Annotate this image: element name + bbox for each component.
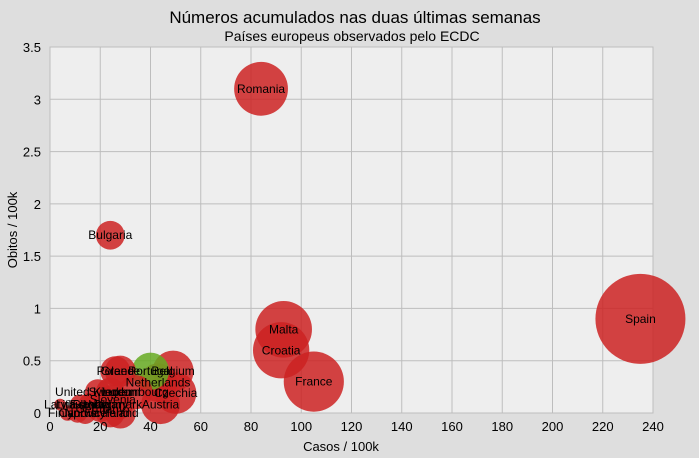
bubble-label: Iceland bbox=[91, 406, 130, 420]
y-tick-label: 2 bbox=[34, 197, 41, 212]
x-tick-label: 140 bbox=[391, 419, 413, 434]
x-tick-label: 40 bbox=[143, 419, 157, 434]
bubble-label: Ireland bbox=[102, 406, 139, 420]
bubble-label: Malta bbox=[269, 322, 299, 336]
bubble-point bbox=[95, 220, 125, 250]
x-tick-label: 80 bbox=[244, 419, 258, 434]
bubble-label: Lithuania bbox=[56, 398, 105, 412]
bubble-label: Hungary bbox=[83, 398, 128, 412]
y-axis-label: Obitos / 100k bbox=[5, 191, 20, 268]
x-tick-label: 180 bbox=[491, 419, 513, 434]
y-tick-label: 0 bbox=[34, 406, 41, 421]
x-tick-label: 120 bbox=[341, 419, 363, 434]
bubble-label: Finland bbox=[48, 406, 87, 420]
bubble-label-layer: Spain Romania Bulgaria Malta Croatia France Be… bbox=[44, 82, 656, 420]
y-tick-label: 3 bbox=[34, 92, 41, 107]
x-tick-label: 220 bbox=[592, 419, 614, 434]
axis-tick-labels: 0 20 40 60 80 100 120 140 160 180 200 220 240 0 0.5 1 1.… bbox=[23, 40, 664, 434]
bubble-label: Norway bbox=[65, 406, 106, 420]
bubble-label: Greece bbox=[101, 364, 141, 378]
bubble-label: Estonia bbox=[70, 398, 110, 412]
chart-subtitle: Países europeus observados pelo ECDC bbox=[224, 28, 479, 44]
bubble-label: Cyprus bbox=[59, 406, 97, 420]
y-tick-label: 1 bbox=[34, 301, 41, 316]
bubble-label: Slovenia bbox=[90, 392, 136, 406]
x-axis-label: Casos / 100k bbox=[303, 439, 379, 454]
bubble-label: Czechia bbox=[154, 386, 198, 400]
bubble-label: Bulgaria bbox=[88, 228, 132, 242]
bubble-label: France bbox=[295, 375, 333, 389]
bubble-label: Latvia bbox=[44, 398, 76, 412]
bubble-label: Germany bbox=[76, 402, 125, 416]
bubble-label: Portugal bbox=[128, 364, 173, 378]
bubble-label: Sweden bbox=[89, 385, 132, 399]
bubble-layer bbox=[54, 61, 686, 429]
y-tick-label: 2.5 bbox=[23, 145, 41, 160]
bubble-label: Croatia bbox=[262, 343, 301, 357]
bubble-point bbox=[595, 273, 686, 364]
x-tick-label: 240 bbox=[642, 419, 664, 434]
x-tick-label: 0 bbox=[46, 419, 53, 434]
x-tick-label: 20 bbox=[93, 419, 107, 434]
chart-title: Números acumulados nas duas últimas sema… bbox=[169, 8, 540, 27]
bubble-label: Slovakia bbox=[73, 398, 119, 412]
bubble-label: United Kingdom bbox=[55, 385, 140, 399]
bubble-label: Luxembourg bbox=[102, 385, 169, 399]
bubble-label: Spain bbox=[625, 312, 656, 326]
y-tick-label: 3.5 bbox=[23, 40, 41, 55]
y-tick-label: 1.5 bbox=[23, 249, 41, 264]
bubble-label: Denmark bbox=[93, 398, 143, 412]
bubble-label: Netherlands bbox=[126, 376, 191, 390]
bubble-label: Poland bbox=[97, 364, 134, 378]
x-tick-label: 60 bbox=[194, 419, 208, 434]
bubble-label: Belgium bbox=[151, 364, 194, 378]
x-tick-label: 160 bbox=[441, 419, 463, 434]
bubble-label: Romania bbox=[237, 82, 285, 96]
y-tick-label: 0.5 bbox=[23, 354, 41, 369]
bubble-point bbox=[54, 398, 66, 411]
x-tick-label: 100 bbox=[290, 419, 312, 434]
bubble-point bbox=[252, 322, 310, 379]
bubble-label: Austria bbox=[142, 398, 180, 412]
x-tick-label: 200 bbox=[542, 419, 564, 434]
bubble-point bbox=[234, 61, 288, 116]
